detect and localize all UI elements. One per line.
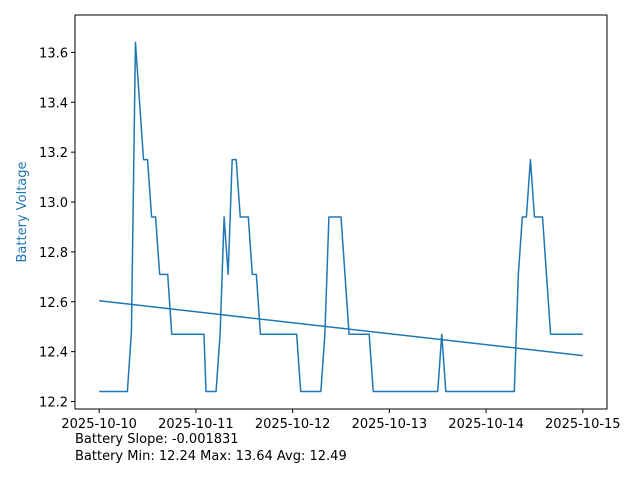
y-tick-label: 13.0 (39, 196, 68, 211)
x-axis-ticks: 2025-10-10 2025-10-11 2025-10-12 2025-10-13… (61, 409, 621, 432)
y-tick-label: 13.2 (39, 146, 68, 161)
plot-frame (74, 14, 608, 410)
x-tick-label: 2025-10-11 (158, 417, 234, 432)
y-axis-label: Battery Voltage (15, 161, 30, 262)
x-tick-label: 2025-10-10 (61, 417, 137, 432)
y-tick-label: 13.6 (39, 46, 68, 61)
battery-summary-text: Battery Min: 12.24 Max: 13.64 Avg: 12.49 (75, 449, 347, 464)
x-tick-label: 2025-10-15 (545, 417, 621, 432)
x-tick-label: 2025-10-13 (352, 417, 428, 432)
y-tick-label: 12.2 (39, 396, 68, 411)
voltage-series-line (99, 41, 583, 393)
series-layer (99, 41, 583, 393)
x-tick-label: 2025-10-14 (448, 417, 524, 432)
trend-line (99, 300, 583, 357)
y-tick-label: 12.6 (39, 296, 68, 311)
x-tick-label: 2025-10-12 (255, 417, 331, 432)
y-tick-label: 12.8 (39, 246, 68, 261)
y-axis-ticks: 12.2 12.4 12.6 12.8 13.0 13.2 13.4 13.6 (39, 46, 75, 411)
y-tick-label: 13.4 (39, 96, 68, 111)
y-tick-label: 12.4 (39, 346, 68, 361)
battery-slope-text: Battery Slope: -0.001831 (75, 432, 239, 447)
